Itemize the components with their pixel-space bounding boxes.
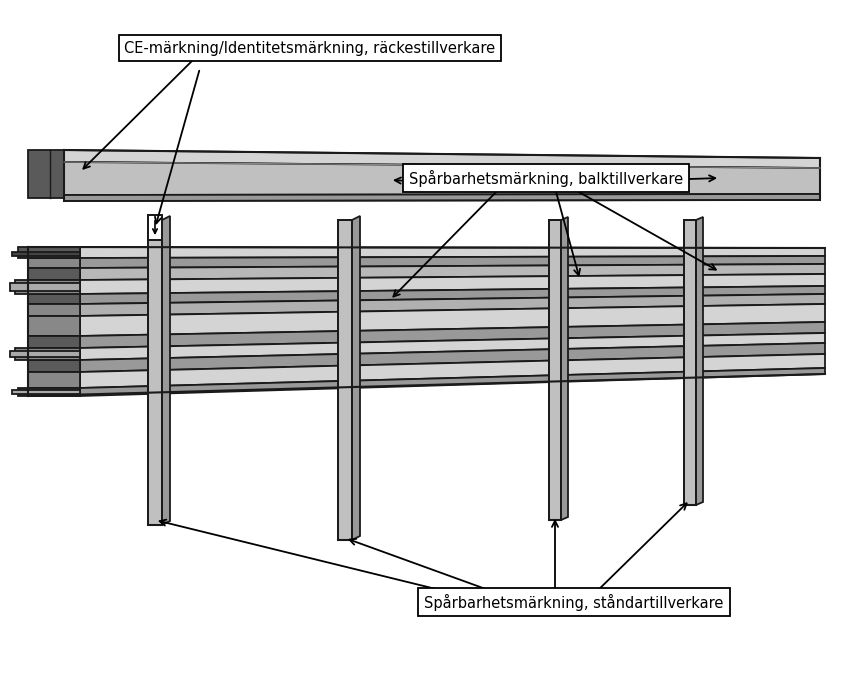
Polygon shape xyxy=(352,216,360,540)
Polygon shape xyxy=(80,286,825,304)
Polygon shape xyxy=(64,150,820,168)
Polygon shape xyxy=(28,150,64,198)
Polygon shape xyxy=(80,294,825,316)
Polygon shape xyxy=(338,220,352,540)
Polygon shape xyxy=(696,217,703,505)
Polygon shape xyxy=(148,215,162,240)
Polygon shape xyxy=(64,162,820,195)
Polygon shape xyxy=(80,304,825,336)
Polygon shape xyxy=(28,316,80,336)
Polygon shape xyxy=(28,388,80,396)
Text: Spårbarhetsmärkning, ståndartillverkare: Spårbarhetsmärkning, ståndartillverkare xyxy=(425,594,724,610)
Polygon shape xyxy=(28,247,80,258)
Polygon shape xyxy=(64,194,820,201)
Polygon shape xyxy=(80,333,825,360)
Polygon shape xyxy=(80,322,825,348)
Text: CE-märkning/Identitetsmärkning, räckestillverkare: CE-märkning/Identitetsmärkning, räckesti… xyxy=(124,41,495,55)
Polygon shape xyxy=(80,256,825,268)
Polygon shape xyxy=(148,220,162,525)
Polygon shape xyxy=(28,360,80,372)
Polygon shape xyxy=(684,220,696,505)
Polygon shape xyxy=(28,304,80,316)
Polygon shape xyxy=(28,372,80,388)
Polygon shape xyxy=(80,343,825,372)
Polygon shape xyxy=(80,264,825,280)
Polygon shape xyxy=(15,280,80,294)
Polygon shape xyxy=(561,217,568,520)
Polygon shape xyxy=(80,368,825,396)
Polygon shape xyxy=(80,274,825,294)
Polygon shape xyxy=(12,252,80,256)
Polygon shape xyxy=(28,294,80,304)
Polygon shape xyxy=(28,348,80,360)
Polygon shape xyxy=(15,348,80,360)
Polygon shape xyxy=(10,283,80,291)
Polygon shape xyxy=(80,247,825,258)
Polygon shape xyxy=(28,258,80,268)
Polygon shape xyxy=(10,351,80,357)
Polygon shape xyxy=(162,216,170,525)
Polygon shape xyxy=(28,280,80,294)
Polygon shape xyxy=(549,220,561,520)
Polygon shape xyxy=(18,388,80,396)
Polygon shape xyxy=(12,390,80,394)
Polygon shape xyxy=(28,336,80,348)
Polygon shape xyxy=(80,354,825,388)
Text: Spårbarhetsmärkning, balktillverkare: Spårbarhetsmärkning, balktillverkare xyxy=(409,170,683,187)
Polygon shape xyxy=(28,268,80,280)
Polygon shape xyxy=(18,247,80,258)
